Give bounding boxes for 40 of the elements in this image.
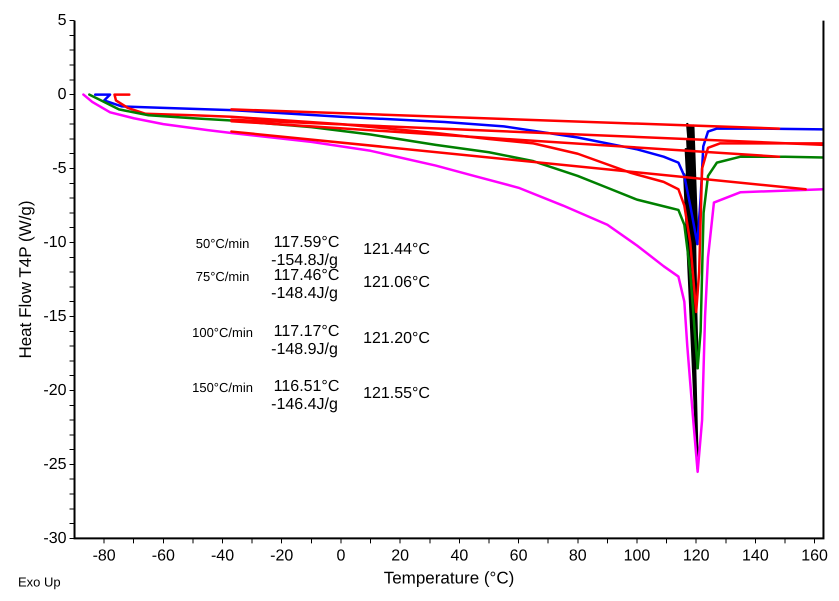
annotation: -148.9J/g bbox=[271, 341, 338, 358]
y-tick-label: -30 bbox=[43, 530, 67, 547]
annotation: 150°C/min bbox=[192, 380, 253, 396]
x-tick-label: 80 bbox=[568, 547, 587, 564]
annotation: -146.4J/g bbox=[271, 396, 338, 414]
y-tick-label: 5 bbox=[58, 12, 67, 30]
annotation: 117.17°C bbox=[274, 323, 340, 340]
x-axis-title: Temperature (°C) bbox=[384, 568, 514, 588]
annotation: -148.4J/g bbox=[271, 285, 338, 302]
y-tick-label: -15 bbox=[43, 308, 67, 325]
annotation: 117.59°C bbox=[274, 234, 340, 252]
x-tick-label: -20 bbox=[270, 547, 294, 564]
x-tick-label: 140 bbox=[742, 547, 769, 564]
x-tick-label: 40 bbox=[450, 547, 468, 564]
annotation: 117.46°C bbox=[274, 267, 340, 284]
x-tick-label: 20 bbox=[391, 547, 410, 564]
x-tick-label: 60 bbox=[510, 547, 528, 564]
y-axis-title: Heat Flow T4P (W/g) bbox=[16, 200, 35, 359]
annotation: 121.44°C bbox=[363, 241, 430, 258]
annotation: 121.55°C bbox=[363, 385, 430, 402]
x-tick-label: 160 bbox=[801, 547, 828, 564]
x-tick-label: 0 bbox=[336, 547, 346, 564]
annotation: -154.8J/g bbox=[271, 252, 338, 270]
text: Exo Up bbox=[18, 574, 61, 590]
y-tick-label: -25 bbox=[43, 456, 67, 473]
annotation: 116.51°C bbox=[274, 378, 340, 396]
annotation: 121.06°C bbox=[363, 274, 430, 292]
x-tick-label: -40 bbox=[210, 547, 234, 564]
y-tick-label: 0 bbox=[58, 86, 67, 103]
y-tick-label: -5 bbox=[52, 160, 67, 177]
y-tick-label: -20 bbox=[43, 382, 67, 399]
x-tick-label: 120 bbox=[682, 547, 710, 564]
annotation: 50°C/min bbox=[196, 236, 250, 252]
annotation: 121.20°C bbox=[363, 330, 430, 348]
y-tick-label: -10 bbox=[43, 234, 67, 251]
annotation: 75°C/min bbox=[196, 269, 250, 284]
x-tick-label: 100 bbox=[624, 547, 650, 564]
x-tick-label: -80 bbox=[92, 547, 116, 564]
x-tick-label: -60 bbox=[152, 547, 175, 564]
annotation: 100°C/min bbox=[192, 325, 253, 340]
